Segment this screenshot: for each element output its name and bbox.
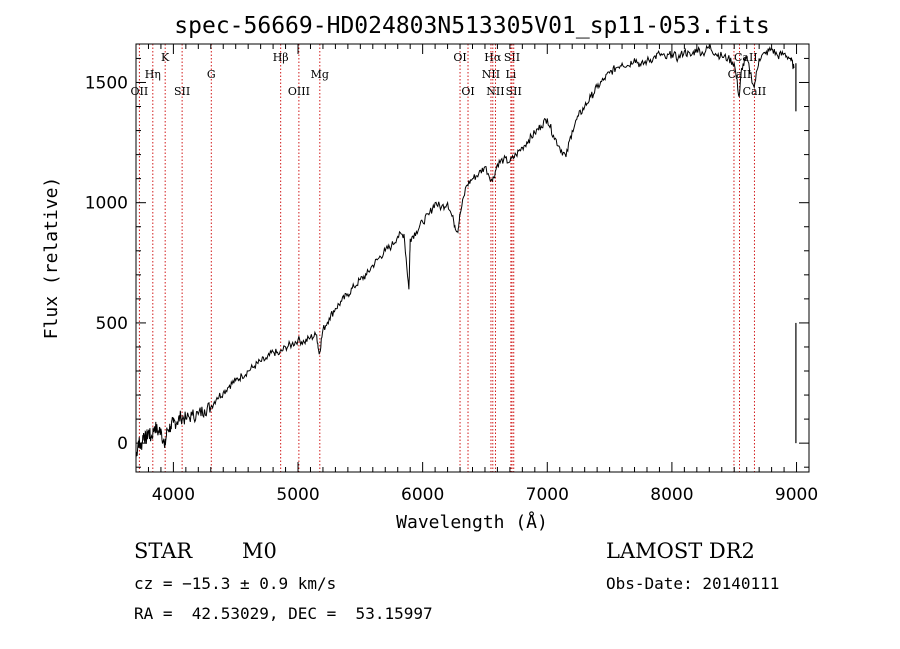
line-marker-label: Mg: [311, 68, 329, 81]
line-marker-label: SII: [174, 85, 190, 98]
line-marker-label: OI: [461, 85, 474, 98]
x-tick-label: 5000: [276, 485, 319, 505]
line-marker-label: G: [207, 68, 216, 81]
line-marker-label: CaII: [743, 85, 767, 98]
x-tick-label: 9000: [775, 485, 818, 505]
y-tick-label: 500: [96, 314, 128, 334]
object-class: STAR: [134, 539, 193, 563]
x-axis-label: Wavelength (Å): [396, 511, 548, 533]
survey-name: LAMOST DR2: [606, 539, 755, 563]
x-tick-label: 6000: [401, 485, 444, 505]
observation-date: Obs-Date: 20140111: [606, 574, 780, 593]
object-subclass: M0: [242, 539, 277, 563]
y-tick-label: 1000: [85, 194, 128, 214]
y-axis-ticks: 0 500 1000 1500: [85, 57, 809, 468]
line-marker-label: Hα: [484, 51, 502, 64]
line-marker-label: Li: [505, 68, 516, 81]
line-marker-label: K: [161, 51, 170, 64]
y-tick-label: 1500: [85, 73, 128, 93]
x-tick-label: 8000: [650, 485, 693, 505]
plot-frame: [135, 43, 810, 473]
x-axis-ticks: 4000 5000 6000 7000 8000 9000: [135, 44, 818, 505]
line-marker-label: OII: [131, 85, 149, 98]
x-tick-label: 7000: [526, 485, 569, 505]
line-marker-label: NII: [482, 68, 500, 81]
line-marker-label: SII: [506, 85, 522, 98]
line-marker-label: Hβ: [273, 51, 289, 64]
chart-title: spec-56669-HD024803N513305V01_sp11-053.f…: [174, 13, 769, 39]
line-marker-label: OIII: [288, 85, 310, 98]
line-marker-label: Hη: [145, 68, 161, 81]
coordinates: RA = 42.53029, DEC = 53.15997: [134, 604, 433, 623]
spectrum-line: [135, 44, 795, 458]
line-marker-label: CaII: [728, 68, 752, 81]
y-tick-label: 0: [117, 434, 128, 454]
y-axis-label: Flux (relative): [41, 177, 62, 340]
line-markers: OIIHηKSIIGHβOIIIMgOIOIHαNIINIISIILiSIICa…: [131, 44, 767, 472]
line-marker-label: SII: [504, 51, 520, 64]
redshift-velocity: cz = −15.3 ± 0.9 km/s: [134, 574, 337, 593]
line-marker-label: OI: [453, 51, 466, 64]
line-marker-label: NII: [486, 85, 504, 98]
x-tick-label: 4000: [152, 485, 195, 505]
